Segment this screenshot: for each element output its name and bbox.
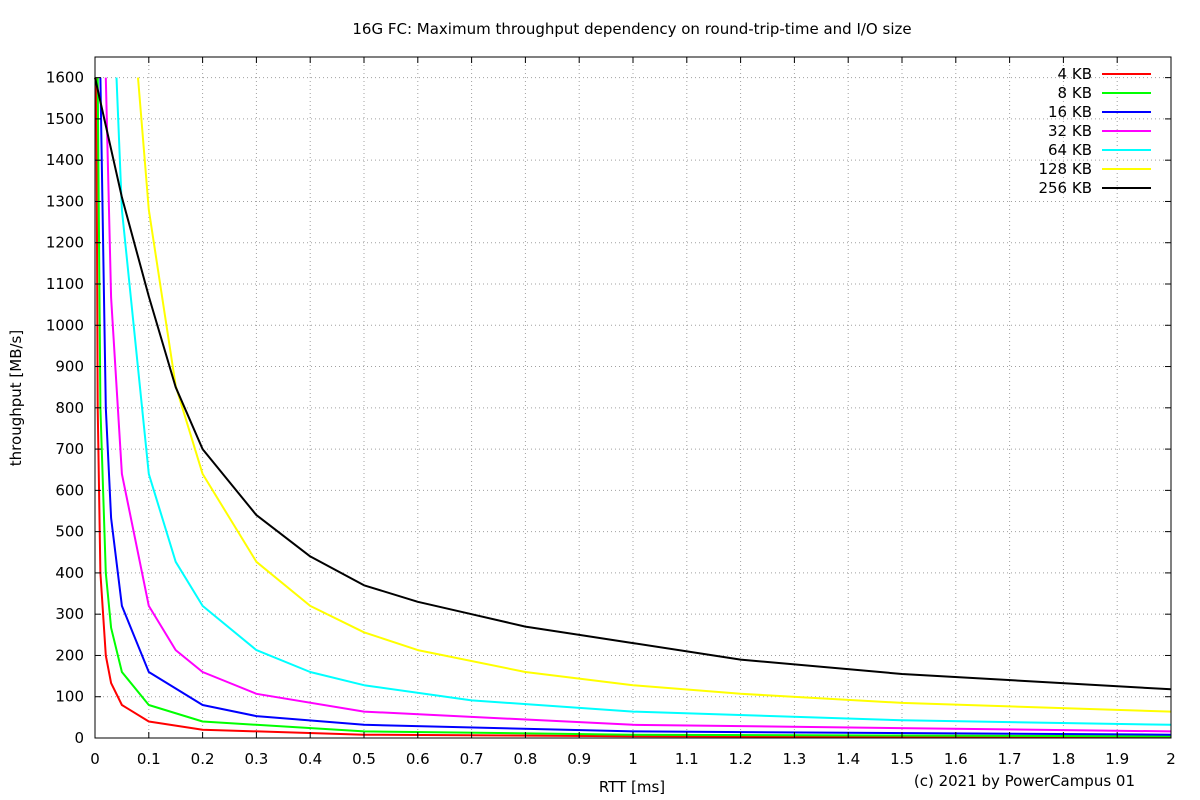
- x-tick-label: 1.8: [1051, 750, 1075, 768]
- y-tick-label: 1300: [46, 192, 84, 210]
- legend-item: 256 KB: [1038, 179, 1151, 197]
- y-tick-label: 700: [55, 440, 84, 458]
- credit-text: (c) 2021 by PowerCampus 01: [914, 772, 1135, 790]
- y-tick-label: 300: [55, 605, 84, 623]
- legend-label: 4 KB: [1058, 65, 1092, 83]
- x-tick-label: 1: [628, 750, 638, 768]
- legend-item: 8 KB: [1058, 84, 1151, 102]
- series-line: [137, 77, 1172, 713]
- legend-label: 16 KB: [1048, 103, 1092, 121]
- y-tick-label: 1100: [46, 275, 84, 293]
- legend-label: 32 KB: [1048, 122, 1092, 140]
- legend-item: 32 KB: [1048, 122, 1151, 140]
- x-tick-label: 0.4: [298, 750, 322, 768]
- legend-label: 256 KB: [1038, 179, 1092, 197]
- x-tick-label: 1.6: [944, 750, 968, 768]
- grid: [95, 57, 1171, 738]
- y-tick-label: 1200: [46, 234, 84, 252]
- x-tick-label: 1.7: [998, 750, 1022, 768]
- axis-ticks: [94, 57, 1172, 739]
- legend-label: 8 KB: [1058, 84, 1092, 102]
- legend-label: 64 KB: [1048, 141, 1092, 159]
- series-lines: [94, 77, 1172, 739]
- y-tick-label: 1000: [46, 316, 84, 334]
- x-tick-label: 1.1: [675, 750, 699, 768]
- series-line: [94, 77, 1172, 691]
- y-tick-label: 600: [55, 481, 84, 499]
- y-tick-labels: 0 100 200 300 400 500 600 700 800 900 1000 1100 1200…: [46, 69, 84, 747]
- x-tick-label: 2: [1166, 750, 1176, 768]
- y-tick-label: 1600: [46, 69, 84, 87]
- x-tick-label: 1.2: [729, 750, 753, 768]
- legend-item: 64 KB: [1048, 141, 1151, 159]
- legend-item: 16 KB: [1048, 103, 1151, 121]
- x-tick-label: 1.9: [1105, 750, 1129, 768]
- y-tick-label: 0: [74, 729, 84, 747]
- series-line: [95, 77, 1172, 739]
- x-tick-label: 0: [90, 750, 100, 768]
- x-tick-label: 0.5: [352, 750, 376, 768]
- y-tick-label: 500: [55, 523, 84, 541]
- x-tick-label: 0.8: [513, 750, 537, 768]
- series-line: [96, 77, 1172, 738]
- x-tick-label: 0.2: [191, 750, 215, 768]
- y-tick-label: 1400: [46, 151, 84, 169]
- y-tick-label: 800: [55, 399, 84, 417]
- x-tick-label: 1.5: [890, 750, 914, 768]
- x-tick-label: 1.4: [836, 750, 860, 768]
- x-tick-label: 0.3: [244, 750, 268, 768]
- legend-label: 128 KB: [1038, 160, 1092, 178]
- series-line: [104, 77, 1172, 733]
- series-line: [99, 77, 1172, 736]
- y-axis-label: throughput [MB/s]: [7, 330, 25, 466]
- legend-item: 4 KB: [1058, 65, 1151, 83]
- y-tick-label: 100: [55, 688, 84, 706]
- series-line: [115, 77, 1172, 726]
- x-tick-label: 1.3: [782, 750, 806, 768]
- x-tick-labels: 0 0.1 0.2 0.3 0.4 0.5 0.6 0.7 0.8 0.9 1 1.1 1.2 1.3 1.…: [90, 750, 1176, 768]
- y-tick-label: 200: [55, 646, 84, 664]
- y-tick-label: 1500: [46, 110, 84, 128]
- x-tick-label: 0.7: [460, 750, 484, 768]
- legend-item: 128 KB: [1038, 160, 1151, 178]
- x-tick-label: 0.9: [567, 750, 591, 768]
- x-tick-label: 0.6: [406, 750, 430, 768]
- x-tick-label: 0.1: [137, 750, 161, 768]
- x-axis-label: RTT [ms]: [599, 778, 665, 796]
- y-tick-label: 900: [55, 358, 84, 376]
- chart-title: 16G FC: Maximum throughput dependency on…: [352, 20, 911, 38]
- y-tick-label: 400: [55, 564, 84, 582]
